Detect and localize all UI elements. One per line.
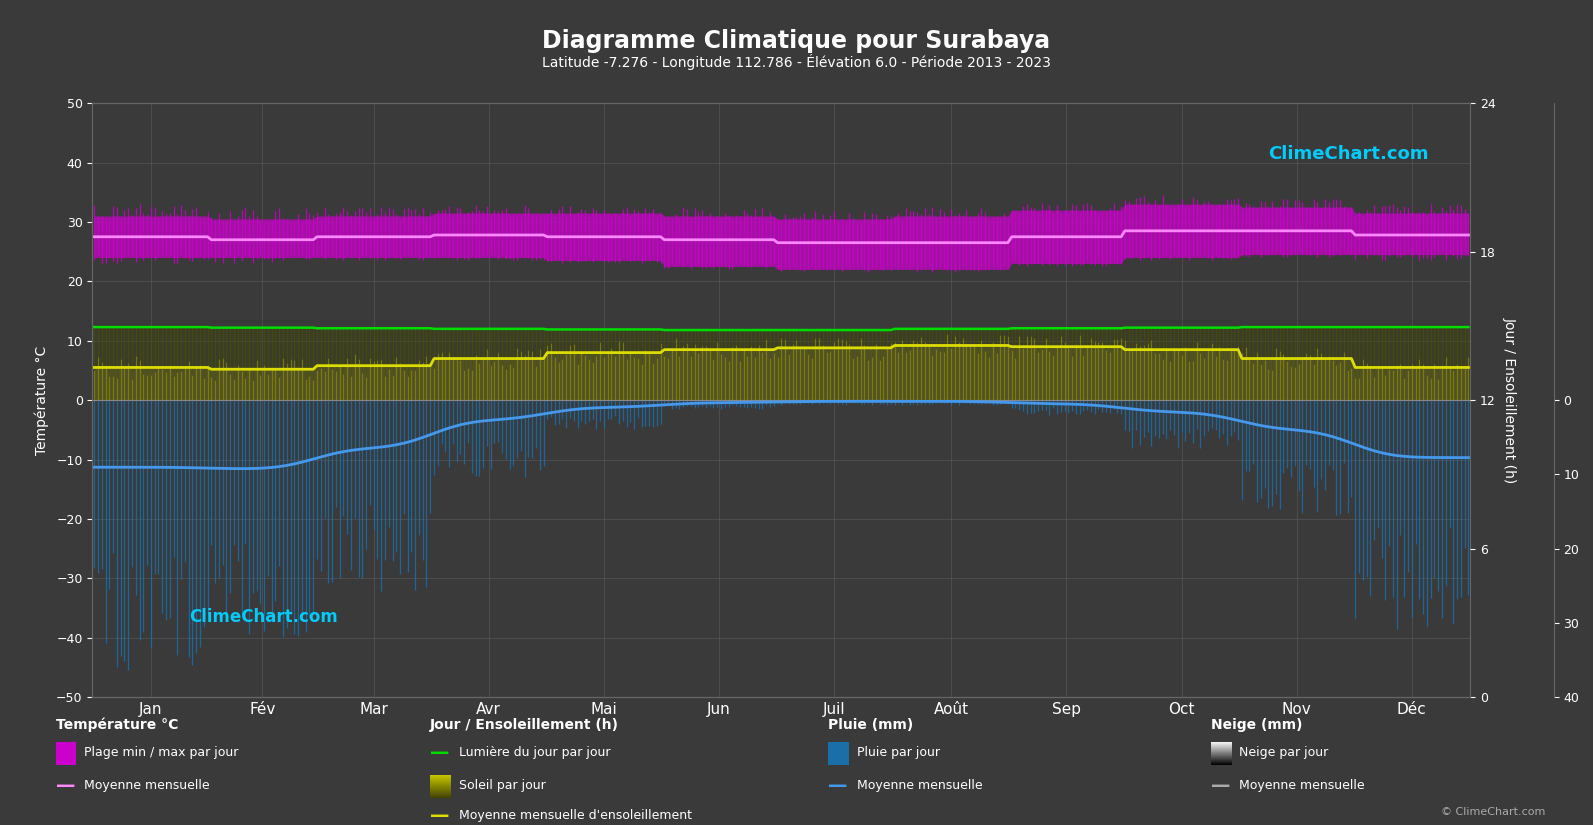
Text: Latitude -7.276 - Longitude 112.786 - Élévation 6.0 - Période 2013 - 2023: Latitude -7.276 - Longitude 112.786 - Él…	[542, 54, 1051, 69]
Text: —: —	[430, 742, 449, 762]
Text: Moyenne mensuelle: Moyenne mensuelle	[84, 779, 210, 792]
Text: —: —	[56, 776, 75, 795]
Text: Soleil par jour: Soleil par jour	[459, 779, 545, 792]
Text: ClimeChart.com: ClimeChart.com	[1268, 144, 1429, 163]
Text: Plage min / max par jour: Plage min / max par jour	[84, 746, 239, 759]
Text: Moyenne mensuelle: Moyenne mensuelle	[857, 779, 983, 792]
Text: Jour / Ensoleillement (h): Jour / Ensoleillement (h)	[430, 718, 620, 732]
Text: Température °C: Température °C	[56, 718, 178, 733]
Text: Neige par jour: Neige par jour	[1239, 746, 1329, 759]
Text: Diagramme Climatique pour Surabaya: Diagramme Climatique pour Surabaya	[543, 29, 1050, 53]
Text: —: —	[430, 805, 449, 825]
Text: Lumière du jour par jour: Lumière du jour par jour	[459, 746, 610, 759]
Y-axis label: Température °C: Température °C	[35, 346, 49, 455]
Text: —: —	[828, 776, 847, 795]
Text: Pluie (mm): Pluie (mm)	[828, 718, 914, 732]
Text: —: —	[1211, 776, 1230, 795]
Y-axis label: Jour / Ensoleillement (h): Jour / Ensoleillement (h)	[1502, 317, 1517, 483]
Text: ClimeChart.com: ClimeChart.com	[190, 608, 338, 626]
Text: Moyenne mensuelle d'ensoleillement: Moyenne mensuelle d'ensoleillement	[459, 808, 691, 822]
Text: Moyenne mensuelle: Moyenne mensuelle	[1239, 779, 1365, 792]
Text: Pluie par jour: Pluie par jour	[857, 746, 940, 759]
Text: © ClimeChart.com: © ClimeChart.com	[1440, 807, 1545, 817]
Text: Neige (mm): Neige (mm)	[1211, 718, 1301, 732]
